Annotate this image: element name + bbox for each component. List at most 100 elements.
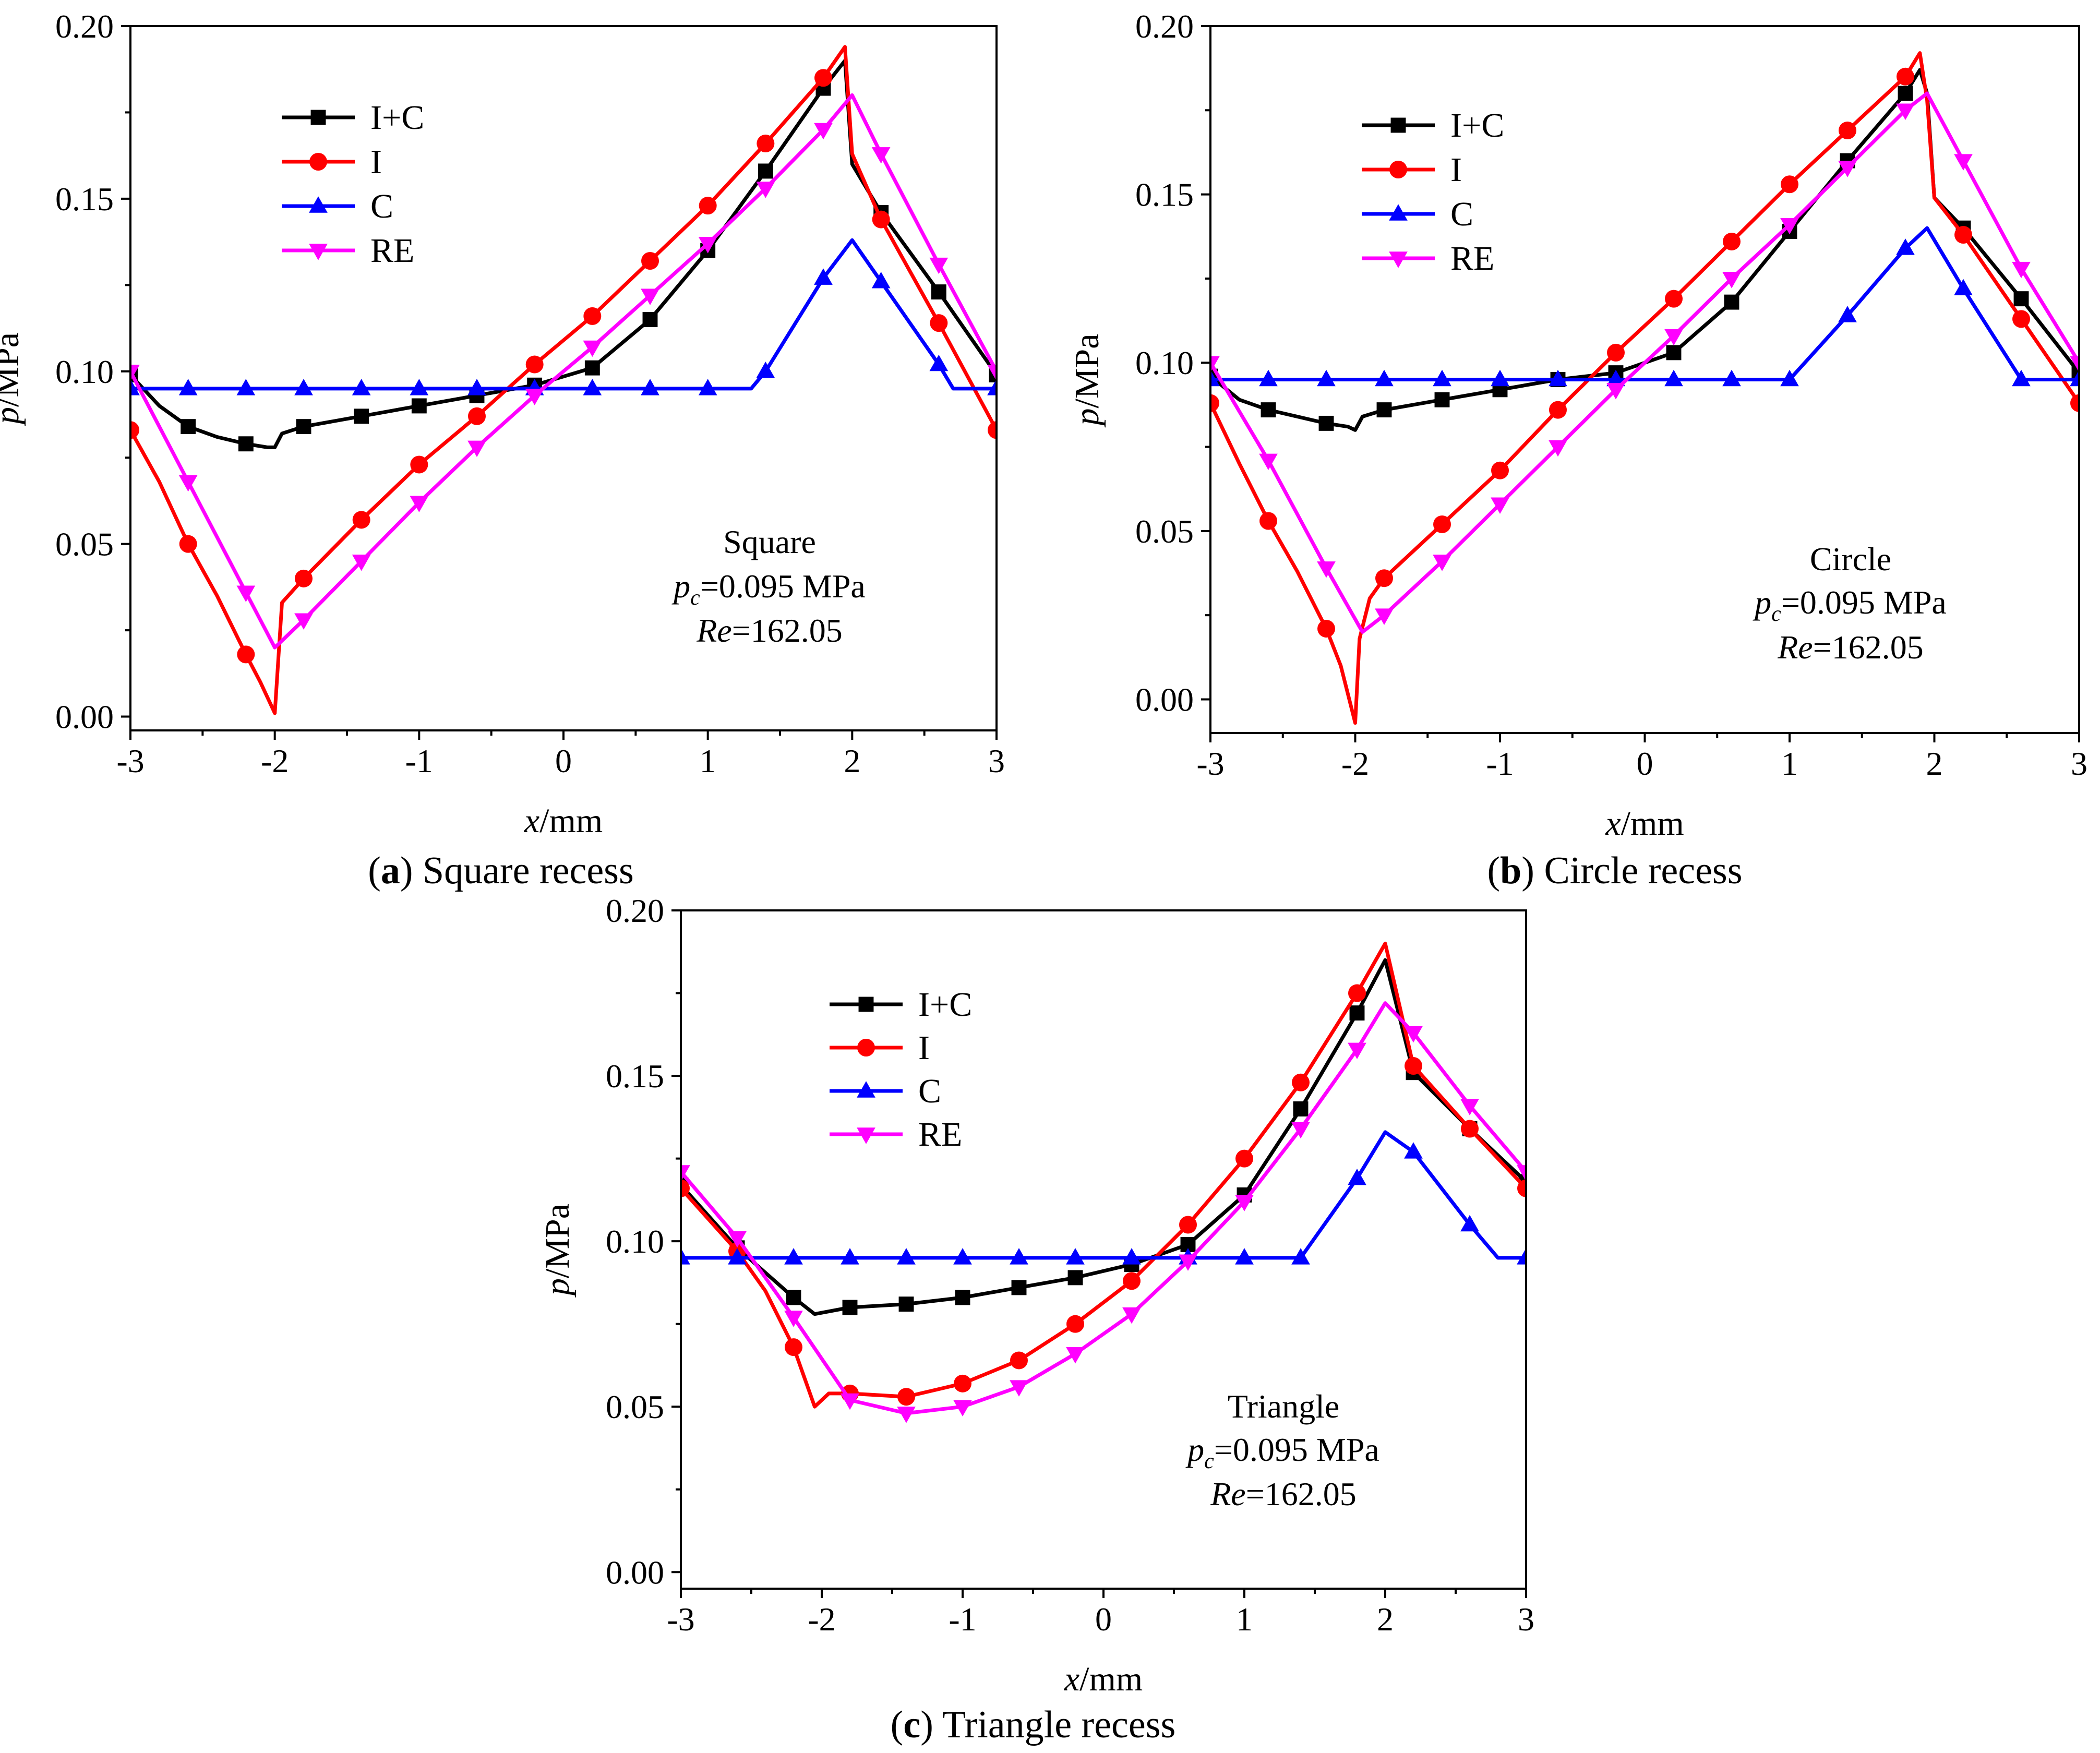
series-c-point	[130, 379, 140, 395]
series-re-point	[1722, 272, 1741, 289]
series-i-line	[130, 45, 997, 715]
series-c-point	[641, 379, 659, 395]
series-re-point	[1210, 356, 1220, 373]
series-re-point	[294, 613, 313, 630]
series-i-point	[130, 421, 139, 439]
legend-i-plus-c-label: I+C	[1450, 106, 1504, 145]
legend-c-marker	[1389, 204, 1408, 221]
series-c-point	[929, 354, 949, 371]
series-c-point	[1066, 1248, 1085, 1265]
series-c-point	[352, 379, 371, 395]
legend-c-label: C	[918, 1072, 941, 1110]
series-re-point	[1460, 1099, 1479, 1115]
series-i-point	[1179, 1216, 1197, 1234]
series-c-line	[681, 1130, 1526, 1260]
series-re-point	[1606, 383, 1625, 400]
series-i-point	[583, 307, 602, 325]
series-re-point	[841, 1393, 859, 1410]
annotation-pc: pc=0.095 MPa	[671, 568, 866, 610]
series-i-plus-c-point	[1067, 1270, 1083, 1286]
series-re-point	[953, 1400, 972, 1416]
series-c-point	[1517, 1248, 1526, 1265]
series-i-point	[410, 455, 428, 474]
series-i-point	[1348, 984, 1366, 1002]
annotation-re: Re=162.05	[696, 612, 843, 649]
y-tick-label: 0.15	[606, 1058, 664, 1095]
y-tick-label: 0.20	[606, 892, 664, 929]
series-c-point	[1317, 369, 1336, 387]
series-c-point	[814, 268, 833, 285]
legend-re-marker	[1389, 251, 1408, 268]
x-axis-label: x/mm	[524, 802, 603, 840]
series-re-point	[2012, 261, 2031, 279]
series-i-point	[1781, 175, 1798, 194]
series-re-point	[987, 365, 997, 381]
y-tick-label: 0.15	[1135, 176, 1194, 213]
series-re-point	[1122, 1307, 1141, 1324]
series-c-line	[1210, 226, 2079, 381]
series-re-point	[756, 182, 775, 198]
series-re-point	[1433, 555, 1451, 571]
series-re-point	[1179, 1254, 1197, 1271]
series-i-plus-c-point	[584, 360, 600, 376]
series-c-point	[1235, 1248, 1254, 1265]
series-c-point	[1896, 238, 1915, 255]
x-axis-label: x/mm	[1064, 1660, 1143, 1698]
x-tick-label: -3	[667, 1601, 694, 1638]
x-tick-label: 3	[1518, 1601, 1534, 1638]
series-i-plus-c-point	[758, 163, 773, 179]
series-c-point	[178, 379, 198, 395]
series-group	[130, 45, 997, 715]
series-group	[681, 941, 1526, 1423]
series-i-point	[352, 511, 370, 529]
series-i-point	[1433, 515, 1451, 533]
x-tick-label: 1	[1781, 745, 1798, 782]
series-re-line	[130, 93, 997, 650]
series-i-plus-c-point	[898, 1296, 914, 1312]
series-c-point	[1122, 1248, 1141, 1265]
series-re-point	[1838, 161, 1857, 177]
series-i-point	[1491, 461, 1509, 479]
annotation-title: Square	[723, 523, 816, 560]
series-i-point	[468, 407, 486, 425]
series-re-point	[352, 554, 371, 571]
series-re-point	[897, 1407, 916, 1423]
series-re-point	[1317, 561, 1336, 578]
series-i-plus-c-point	[2013, 291, 2029, 307]
y-tick-label: 0.05	[606, 1388, 664, 1425]
x-tick-label: 2	[1377, 1601, 1394, 1638]
series-i-point	[1210, 394, 1219, 412]
x-tick-label: 1	[1236, 1601, 1253, 1638]
series-c-point	[953, 1248, 972, 1265]
legend-re-label: RE	[1450, 239, 1494, 278]
series-c-point	[841, 1248, 859, 1265]
series-re-point	[871, 147, 891, 164]
series-re-point	[814, 123, 833, 140]
series-i-plus-c-point	[411, 398, 427, 414]
series-re-point	[681, 1165, 690, 1182]
series-c-point	[1375, 369, 1394, 387]
series-i-point	[1066, 1315, 1084, 1333]
series-i-point	[1665, 290, 1683, 308]
y-axis-label: p/MPa	[538, 1204, 577, 1298]
series-c-point	[236, 379, 256, 395]
series-i-point	[1375, 569, 1393, 587]
series-i-plus-c-point	[931, 284, 946, 300]
legend-re-label: RE	[370, 232, 414, 270]
series-re-point	[583, 340, 602, 357]
series-c-point	[1549, 369, 1567, 387]
series-re-point	[525, 389, 544, 405]
legend-i-label: I	[1450, 151, 1462, 189]
series-i-plus-c-point	[238, 436, 254, 452]
caption-c: (c) Triangle recess	[891, 1703, 1176, 1746]
series-i-point	[1123, 1272, 1141, 1290]
legend-i-plus-c-marker	[1390, 117, 1406, 133]
series-i-point	[1292, 1073, 1310, 1091]
series-i-line	[1210, 51, 2079, 725]
series-re-point	[1348, 1042, 1366, 1060]
series-i-plus-c-line	[681, 958, 1526, 1316]
series-i-point	[179, 535, 197, 553]
series-re-point	[1896, 103, 1915, 121]
series-i-plus-c-point	[1724, 294, 1739, 310]
